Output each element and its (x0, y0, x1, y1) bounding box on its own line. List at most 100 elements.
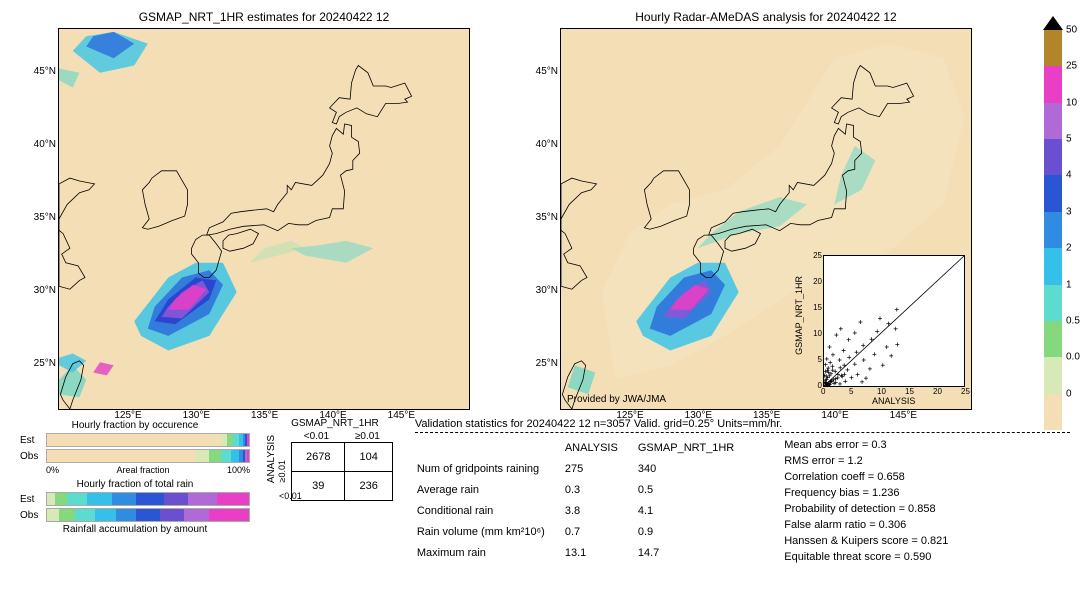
colorbar-tick: 2 (1066, 243, 1072, 254)
validation-score: Correlation coeff = 0.658 (784, 469, 948, 485)
fraction-bar-segment (95, 509, 115, 521)
validation-row: Average rain0.30.5 (417, 481, 752, 500)
fraction-bar-segment (231, 450, 239, 462)
contingency-row-header: ANALYSIS (262, 435, 277, 483)
fraction-bar-row: Est (20, 433, 250, 447)
colorbar: 502510543210.50.010 (1044, 30, 1062, 430)
occurrence-title: Hourly fraction by occurence (20, 420, 250, 431)
fraction-bar-segment (136, 493, 164, 505)
fraction-bar-segment (247, 434, 249, 446)
y-tick: 25°N (34, 358, 56, 369)
validation-scores: Mean abs error = 0.3RMS error = 1.2Corre… (784, 437, 948, 565)
fraction-bar-track (46, 508, 250, 522)
fraction-bar-label: Est (20, 435, 46, 446)
left-map-panel: GSMAP_NRT_1HR estimates for 20240422 12 … (58, 10, 470, 410)
right-map-title: Hourly Radar-AMeDAS analysis for 2024042… (560, 10, 972, 24)
x-tick: 145°E (890, 410, 917, 421)
colorbar-tick: 25 (1066, 61, 1077, 72)
colorbar-tick: 0.01 (1066, 352, 1080, 363)
x-tick: 125°E (114, 410, 141, 421)
x-tick: 135°E (753, 410, 780, 421)
colorbar-tick: 10 (1066, 97, 1077, 108)
inset-xlabel: ANALYSIS (872, 396, 915, 406)
colorbar-tick: 50 (1066, 25, 1077, 36)
fraction-bar-row: Est (20, 492, 250, 506)
validation-score: Mean abs error = 0.3 (784, 437, 948, 453)
fraction-bar-segment (59, 509, 75, 521)
ct-row-0: ≥0.01 (277, 460, 287, 482)
fraction-bar-segment (217, 493, 249, 505)
fraction-bar-segment (209, 450, 221, 462)
left-map-title: GSMAP_NRT_1HR estimates for 20240422 12 (58, 10, 470, 24)
x-tick: 135°E (251, 410, 278, 421)
provided-by-label: Provided by JWA/JMA (567, 394, 666, 405)
total-rain-title: Hourly fraction of total rain (20, 479, 250, 490)
fraction-bar-row: Obs (20, 449, 250, 463)
validation-score: RMS error = 1.2 (784, 453, 948, 469)
colorbar-segment (1044, 66, 1062, 102)
validation-score: Equitable threat score = 0.590 (784, 549, 948, 565)
ct-col-1: ≥0.01 (342, 431, 393, 442)
fraction-bar-label: Est (20, 494, 46, 505)
fraction-bar-segment (164, 493, 188, 505)
colorbar-tick: 1 (1066, 279, 1072, 290)
y-tick: 40°N (536, 139, 558, 150)
scatter-inset: 05101520250510152025GSMAP_NRT_1HRANALYSI… (823, 255, 965, 387)
axis-right: 100% (227, 465, 250, 475)
y-tick: 45°N (536, 66, 558, 77)
y-tick: 30°N (34, 285, 56, 296)
validation-panel: Validation statistics for 20240422 12 n=… (415, 418, 1070, 565)
fraction-bar-track (46, 492, 250, 506)
validation-row: Maximum rain13.114.7 (417, 544, 752, 563)
validation-table: ANALYSIS GSMAP_NRT_1HR Num of gridpoints… (415, 437, 754, 565)
fraction-bar-segment (47, 450, 196, 462)
colorbar-tick: 0.5 (1066, 315, 1080, 326)
colorbar-segment (1044, 139, 1062, 175)
axis-label: Areal fraction (116, 465, 169, 475)
validation-row: Rain volume (mm km²10⁶)0.70.9 (417, 523, 752, 542)
left-map (58, 28, 470, 410)
colorbar-segment (1044, 248, 1062, 284)
validation-score: Frequency bias = 1.236 (784, 485, 948, 501)
x-tick: 140°E (821, 410, 848, 421)
fraction-bar-segment (116, 509, 136, 521)
fraction-bar-track (46, 433, 250, 447)
fraction-bar-segment (196, 450, 208, 462)
contingency-table: 2678 104 39 236 (291, 442, 393, 501)
y-tick: 45°N (34, 66, 56, 77)
inset-ylabel: GSMAP_NRT_1HR (794, 276, 804, 355)
fraction-bar-segment (47, 434, 221, 446)
fraction-bar-segment (160, 509, 184, 521)
right-map-panel: Hourly Radar-AMeDAS analysis for 2024042… (560, 10, 972, 410)
fraction-bar-segment (47, 509, 59, 521)
validation-score: Probability of detection = 0.858 (784, 501, 948, 517)
fraction-bar-label: Obs (20, 510, 46, 521)
colorbar-segment (1044, 175, 1062, 211)
colorbar-segment (1044, 285, 1062, 321)
y-tick: 35°N (34, 212, 56, 223)
colorbar-segment (1044, 357, 1062, 393)
fraction-bars-panel: Hourly fraction by occurence EstObs 0% A… (20, 418, 250, 537)
contingency-table-panel: ANALYSIS GSMAP_NRT_1HR <0.01 ≥0.01 ≥0.01… (262, 418, 393, 501)
validation-row: Conditional rain3.84.1 (417, 502, 752, 521)
fraction-bar-track (46, 449, 250, 463)
colorbar-segment (1044, 103, 1062, 139)
fraction-bar-segment (247, 450, 249, 462)
colorbar-segment (1044, 30, 1062, 66)
fraction-bar-segment (112, 493, 136, 505)
vt-col-2: GSMAP_NRT_1HR (638, 439, 752, 458)
fraction-bar-segment (75, 509, 95, 521)
x-tick: 130°E (685, 410, 712, 421)
x-tick: 140°E (319, 410, 346, 421)
fraction-bar-segment (87, 493, 111, 505)
validation-title: Validation statistics for 20240422 12 n=… (415, 418, 1070, 433)
x-tick: 145°E (388, 410, 415, 421)
validation-score: Hanssen & Kuipers score = 0.821 (784, 533, 948, 549)
fraction-bar-segment (47, 493, 55, 505)
fraction-bar-segment (209, 509, 249, 521)
right-map: Provided by JWA/JMA 05101520250510152025… (560, 28, 972, 410)
fraction-bar-segment (136, 509, 160, 521)
colorbar-tick: 0 (1066, 388, 1072, 399)
ct-cell-11: 236 (345, 472, 392, 501)
ct-cell-01: 104 (345, 443, 392, 472)
